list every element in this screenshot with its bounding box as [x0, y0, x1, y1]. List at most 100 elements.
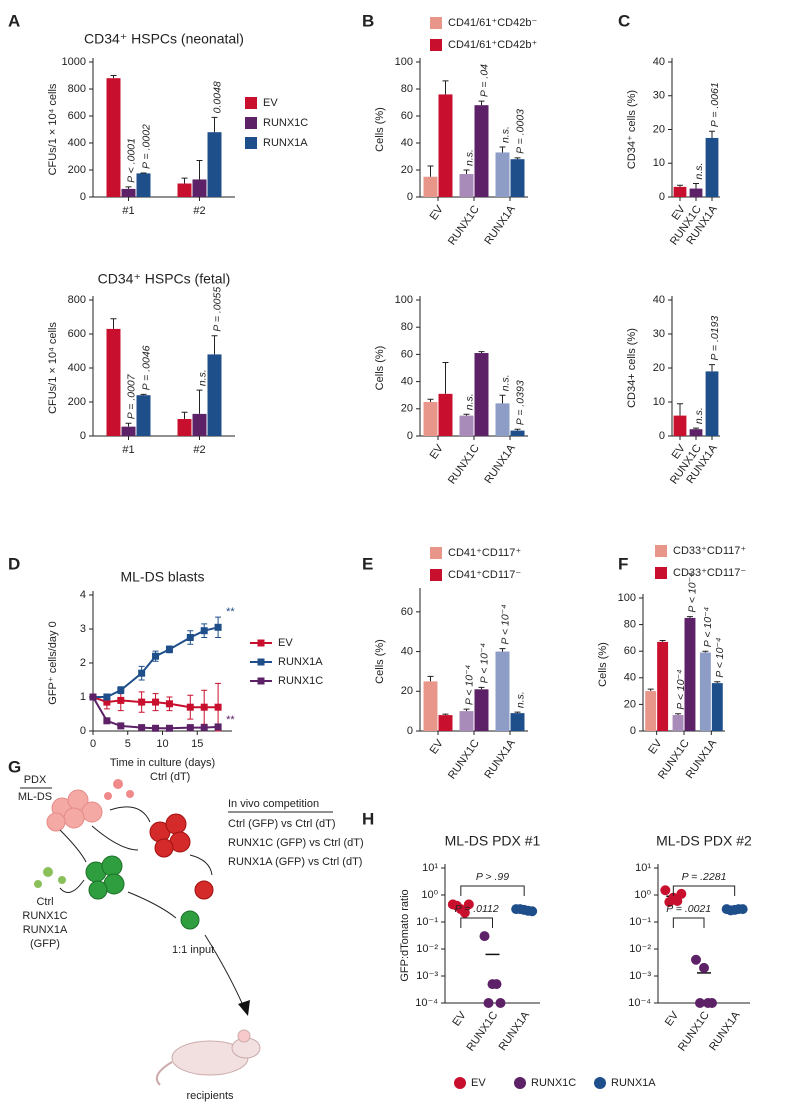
annotation: n.s.: [693, 163, 705, 180]
bar: [192, 179, 207, 197]
panel-label: C: [618, 11, 630, 30]
error-bar: [181, 177, 188, 184]
legend-marker: [257, 658, 265, 666]
bar: [684, 617, 696, 731]
point: [200, 724, 208, 732]
y-tick-label: 20: [624, 698, 636, 710]
annotation: P = .0002: [140, 124, 152, 169]
legend-label: CD33⁺CD117⁻: [673, 567, 746, 579]
y-tick-label: 400: [68, 137, 86, 149]
error-bar: [427, 165, 434, 177]
y-tick-label: 60: [401, 110, 413, 122]
x-tick-label: #2: [193, 444, 205, 456]
y-tick-label: 60: [401, 348, 413, 360]
x-tick-label: EV: [450, 1009, 469, 1028]
annotation: P = .0061: [709, 82, 721, 127]
y-tick-label: 0: [659, 191, 665, 203]
legend-label: RUNX1C: [263, 117, 308, 129]
y-tick-label: 2: [80, 657, 86, 669]
x-tick-label: RUNX1C: [446, 737, 482, 781]
error-bar: [514, 428, 521, 431]
y-axis-label: Cells (%): [374, 107, 386, 152]
legend-swatch: [430, 39, 442, 51]
annotation: P < 10⁻⁴: [675, 669, 687, 709]
dot: [495, 998, 506, 1008]
y-tick-label: 4: [80, 589, 86, 601]
y-tick-label: 10⁻¹: [416, 916, 438, 928]
error-bar: [463, 169, 470, 175]
legend-swatch: [430, 547, 442, 559]
error-bar: [140, 393, 147, 396]
annotation: n.s.: [196, 369, 208, 386]
panel-label: F: [618, 554, 628, 573]
legend-label: CD41/61⁺CD42b⁻: [448, 17, 537, 29]
point: [152, 652, 160, 660]
y-axis-label: CD34⁺ cells (%): [626, 90, 638, 169]
series-line: [93, 626, 219, 698]
panel-label: G: [8, 757, 21, 776]
annotation: P = .0003: [514, 109, 526, 154]
point: [117, 696, 125, 704]
y-tick-label: 10⁻⁴: [415, 997, 438, 1009]
bar: [510, 430, 525, 436]
y-tick-label: 800: [68, 294, 86, 306]
y-tick-label: 30: [653, 90, 665, 102]
annotation: n.s.: [499, 126, 511, 143]
x-tick-label: RUNX1A: [497, 1009, 533, 1053]
y-axis-label: GFP⁺ cells/day 0: [47, 621, 59, 704]
dot: [672, 895, 683, 906]
point: [152, 724, 160, 732]
y-tick-label: 10⁻²: [416, 943, 438, 955]
bar: [207, 132, 222, 197]
bar: [705, 371, 719, 436]
error-bar: [181, 411, 188, 419]
annotation: P < 10⁻⁴: [714, 637, 726, 677]
x-tick-label: EV: [663, 1009, 682, 1028]
y-tick-label: 10⁻⁴: [628, 997, 651, 1009]
bar: [510, 159, 525, 197]
bar: [177, 419, 192, 436]
y-tick-label: 0: [659, 430, 665, 442]
x-tick-label: 5: [125, 738, 131, 750]
y-tick-label: 10¹: [635, 862, 651, 874]
bracket-label: P > .99: [476, 871, 509, 883]
bar: [121, 426, 136, 436]
y-tick-label: 200: [68, 396, 86, 408]
x-tick-label: EV: [428, 442, 447, 461]
arrowhead: [238, 1000, 250, 1016]
arrow: [91, 825, 139, 851]
annotation: **: [226, 606, 235, 618]
bar: [673, 186, 687, 197]
legend-marker: [257, 639, 265, 647]
bar: [423, 402, 438, 436]
dot: [463, 899, 474, 910]
point: [186, 703, 194, 711]
chart-title: CD34⁺ HSPCs (fetal): [98, 271, 231, 287]
y-tick-label: 20: [401, 164, 413, 176]
green-cells: [85, 855, 125, 900]
error-bar: [499, 146, 506, 153]
error-bar: [693, 427, 699, 430]
x-tick-label: 10: [156, 738, 168, 750]
y-tick-label: 20: [653, 123, 665, 135]
y-tick-label: 800: [68, 83, 86, 95]
schematic-label: RUNX1A: [23, 924, 68, 936]
y-tick-label: 20: [401, 685, 413, 697]
dot: [703, 998, 713, 1008]
legend-swatch: [430, 569, 442, 581]
error-bar: [463, 708, 470, 712]
error-bar: [463, 413, 470, 416]
schematic-label: (GFP): [30, 938, 60, 950]
y-tick-label: 80: [401, 83, 413, 95]
y-tick-label: 0: [407, 191, 413, 203]
chart-title: ML-DS PDX #1: [445, 833, 541, 849]
x-tick-label: #2: [193, 205, 205, 217]
y-tick-label: 80: [401, 321, 413, 333]
bar: [207, 354, 222, 436]
point: [103, 698, 111, 706]
y-axis-label: CD34+ cells (%): [626, 328, 638, 408]
point: [152, 698, 160, 706]
annotation: P = .0046: [140, 345, 152, 390]
point: [138, 724, 146, 732]
point: [103, 693, 111, 701]
